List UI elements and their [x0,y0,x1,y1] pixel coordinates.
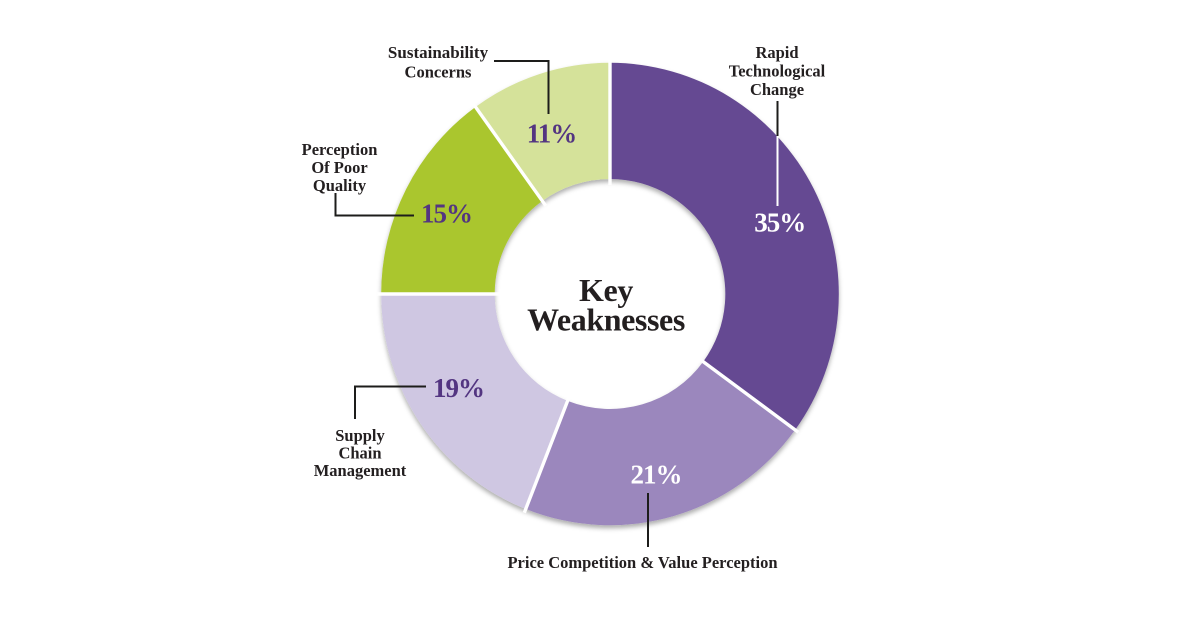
svg-text:35%: 35% [754,208,805,238]
svg-text:Management: Management [314,461,407,480]
svg-text:Concerns: Concerns [405,63,472,82]
svg-text:Price Competition & Value Perc: Price Competition & Value Perception [507,553,777,572]
svg-text:Of Poor: Of Poor [311,158,367,177]
svg-text:15%: 15% [421,199,472,229]
svg-text:Supply: Supply [335,426,385,445]
svg-text:Perception: Perception [302,140,378,159]
svg-text:Technological: Technological [729,62,826,81]
svg-text:Quality: Quality [313,176,367,195]
svg-text:Weaknesses: Weaknesses [527,302,685,338]
svg-text:11%: 11% [527,119,577,149]
svg-text:Sustainability: Sustainability [388,43,489,62]
svg-text:Rapid: Rapid [755,43,798,62]
svg-text:Key: Key [579,272,633,308]
svg-text:Change: Change [750,80,804,99]
svg-text:21%: 21% [631,460,682,490]
svg-text:Chain: Chain [338,444,381,463]
svg-text:19%: 19% [433,373,484,403]
